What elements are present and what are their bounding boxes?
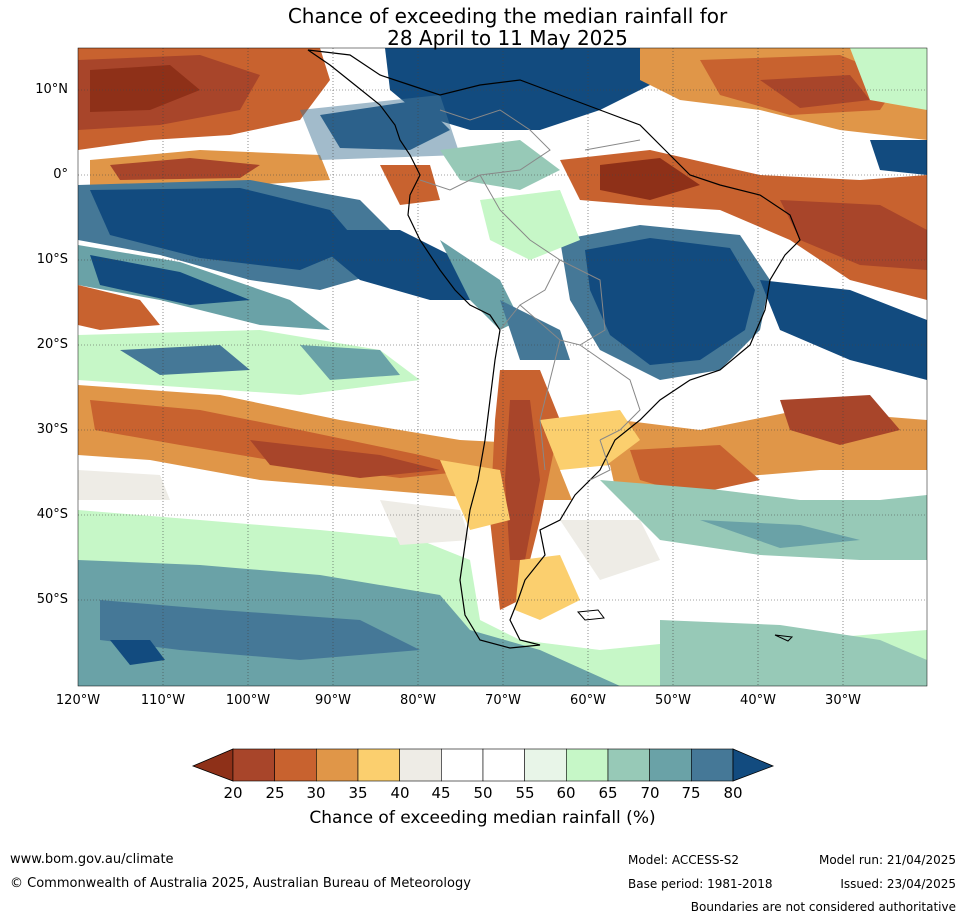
colorbar-tick-40: 40 — [390, 784, 410, 802]
colorbar-tick-55: 55 — [515, 784, 535, 802]
colorbar — [191, 748, 775, 782]
lat-label-10n: 10°N — [35, 82, 68, 97]
colorbar-swatch-65-70 — [607, 748, 650, 782]
lon-label-110w: 110°W — [140, 693, 186, 708]
colorbar-label: Chance of exceeding median rainfall (%) — [309, 808, 656, 828]
colorbar-swatch-20-25 — [232, 748, 275, 782]
colorbar-swatch-35-40 — [357, 748, 400, 782]
model-text: Model: ACCESS-S2 — [628, 853, 740, 867]
colorbar-tick-20: 20 — [223, 784, 243, 802]
colorbar-swatch-50-55 — [482, 748, 525, 782]
lon-label-70w: 70°W — [485, 693, 521, 708]
country-borders — [419, 109, 641, 481]
south-america-coastline — [307, 49, 801, 649]
website-link[interactable]: www.bom.gov.au/climate — [10, 852, 174, 867]
lon-label-50w: 50°W — [655, 693, 691, 708]
lon-label-40w: 40°W — [740, 693, 776, 708]
lat-label-50s: 50°S — [36, 592, 68, 607]
lon-label-30w: 30°W — [825, 693, 861, 708]
colorbar-tick-70: 70 — [640, 784, 660, 802]
colorbar-tick-80: 80 — [723, 784, 743, 802]
colorbar-tick-25: 25 — [265, 784, 285, 802]
colorbar-swatch-55-60 — [524, 748, 567, 782]
model-run-text: Model run: 21/04/2025 — [818, 853, 956, 867]
colorbar-swatch-70-75 — [649, 748, 692, 782]
colorbar-swatch-60-65 — [566, 748, 609, 782]
colorbar-tick-45: 45 — [431, 784, 451, 802]
colorbar-tick-65: 65 — [598, 784, 618, 802]
colorbar-tick-60: 60 — [556, 784, 576, 802]
colorbar-swatch-45-50 — [441, 748, 484, 782]
colorbar-swatch-30-35 — [316, 748, 359, 782]
lon-label-120w: 120°W — [55, 693, 101, 708]
disclaimer-text: Boundaries are not considered authoritat… — [690, 900, 956, 914]
lon-label-90w: 90°W — [315, 693, 351, 708]
lat-label-30s: 30°S — [36, 422, 68, 437]
lon-label-60w: 60°W — [570, 693, 606, 708]
rainfall-probability-field — [78, 48, 927, 686]
lat-label-0: 0° — [53, 167, 68, 182]
lat-label-10s: 10°S — [36, 252, 68, 267]
colorbar-swatch-40-45 — [399, 748, 442, 782]
colorbar-swatch-75-80 — [691, 748, 734, 782]
colorbar-tick-50: 50 — [473, 784, 493, 802]
colorbar-tick-30: 30 — [306, 784, 326, 802]
issued-text: Issued: 23/04/2025 — [840, 877, 956, 891]
map-title-line2: 28 April to 11 May 2025 — [387, 26, 628, 50]
lat-label-40s: 40°S — [36, 507, 68, 522]
map-title-line1: Chance of exceeding the median rainfall … — [287, 4, 728, 28]
lon-label-80w: 80°W — [400, 693, 436, 708]
copyright-text: © Commonwealth of Australia 2025, Austra… — [10, 876, 471, 891]
lat-label-20s: 20°S — [36, 337, 68, 352]
base-period-text: Base period: 1981-2018 — [628, 877, 773, 891]
lon-label-100w: 100°W — [225, 693, 271, 708]
colorbar-swatch-25-30 — [274, 748, 317, 782]
colorbar-tick-35: 35 — [348, 784, 368, 802]
colorbar-tick-75: 75 — [681, 784, 701, 802]
